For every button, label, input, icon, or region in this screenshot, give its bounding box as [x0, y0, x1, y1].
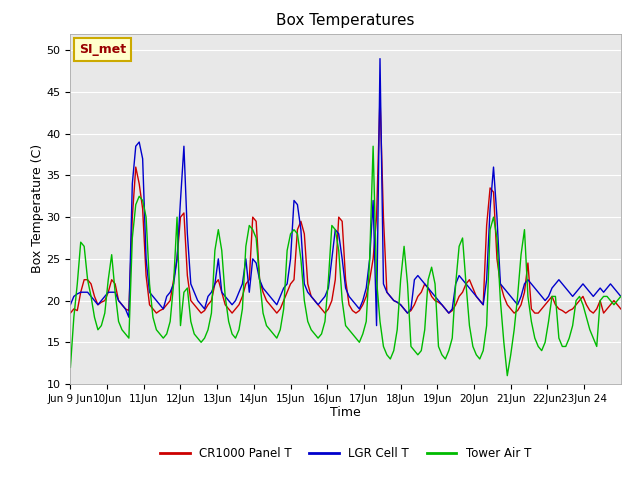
- Tower Air T: [596, 298, 604, 303]
- LGR Cell T: [596, 285, 604, 291]
- Tower Air T: [67, 364, 74, 370]
- LGR Cell T: [376, 56, 384, 61]
- CR1000 Panel T: [527, 306, 535, 312]
- LGR Cell T: [218, 289, 226, 295]
- CR1000 Panel T: [218, 289, 226, 295]
- Y-axis label: Box Temperature (C): Box Temperature (C): [31, 144, 44, 274]
- Line: LGR Cell T: LGR Cell T: [70, 59, 621, 325]
- Tower Air T: [617, 293, 625, 300]
- Tower Air T: [218, 248, 226, 253]
- LGR Cell T: [531, 285, 539, 291]
- Line: CR1000 Panel T: CR1000 Panel T: [70, 96, 621, 313]
- LGR Cell T: [372, 323, 380, 328]
- CR1000 Panel T: [376, 93, 384, 99]
- LGR Cell T: [67, 302, 74, 308]
- CR1000 Panel T: [249, 214, 257, 220]
- Tower Air T: [504, 373, 511, 379]
- LGR Cell T: [249, 256, 257, 262]
- LGR Cell T: [269, 298, 277, 303]
- LGR Cell T: [559, 281, 566, 287]
- CR1000 Panel T: [67, 310, 74, 316]
- CR1000 Panel T: [617, 306, 625, 312]
- Text: SI_met: SI_met: [79, 43, 126, 56]
- LGR Cell T: [617, 293, 625, 300]
- Legend: CR1000 Panel T, LGR Cell T, Tower Air T: CR1000 Panel T, LGR Cell T, Tower Air T: [156, 443, 536, 465]
- Title: Box Temperatures: Box Temperatures: [276, 13, 415, 28]
- X-axis label: Time: Time: [330, 407, 361, 420]
- Tower Air T: [559, 344, 566, 349]
- CR1000 Panel T: [269, 306, 277, 312]
- Tower Air T: [249, 227, 257, 232]
- Tower Air T: [369, 144, 377, 149]
- Tower Air T: [531, 335, 539, 341]
- Line: Tower Air T: Tower Air T: [70, 146, 621, 376]
- CR1000 Panel T: [593, 306, 600, 312]
- Tower Air T: [269, 331, 277, 337]
- CR1000 Panel T: [555, 306, 563, 312]
